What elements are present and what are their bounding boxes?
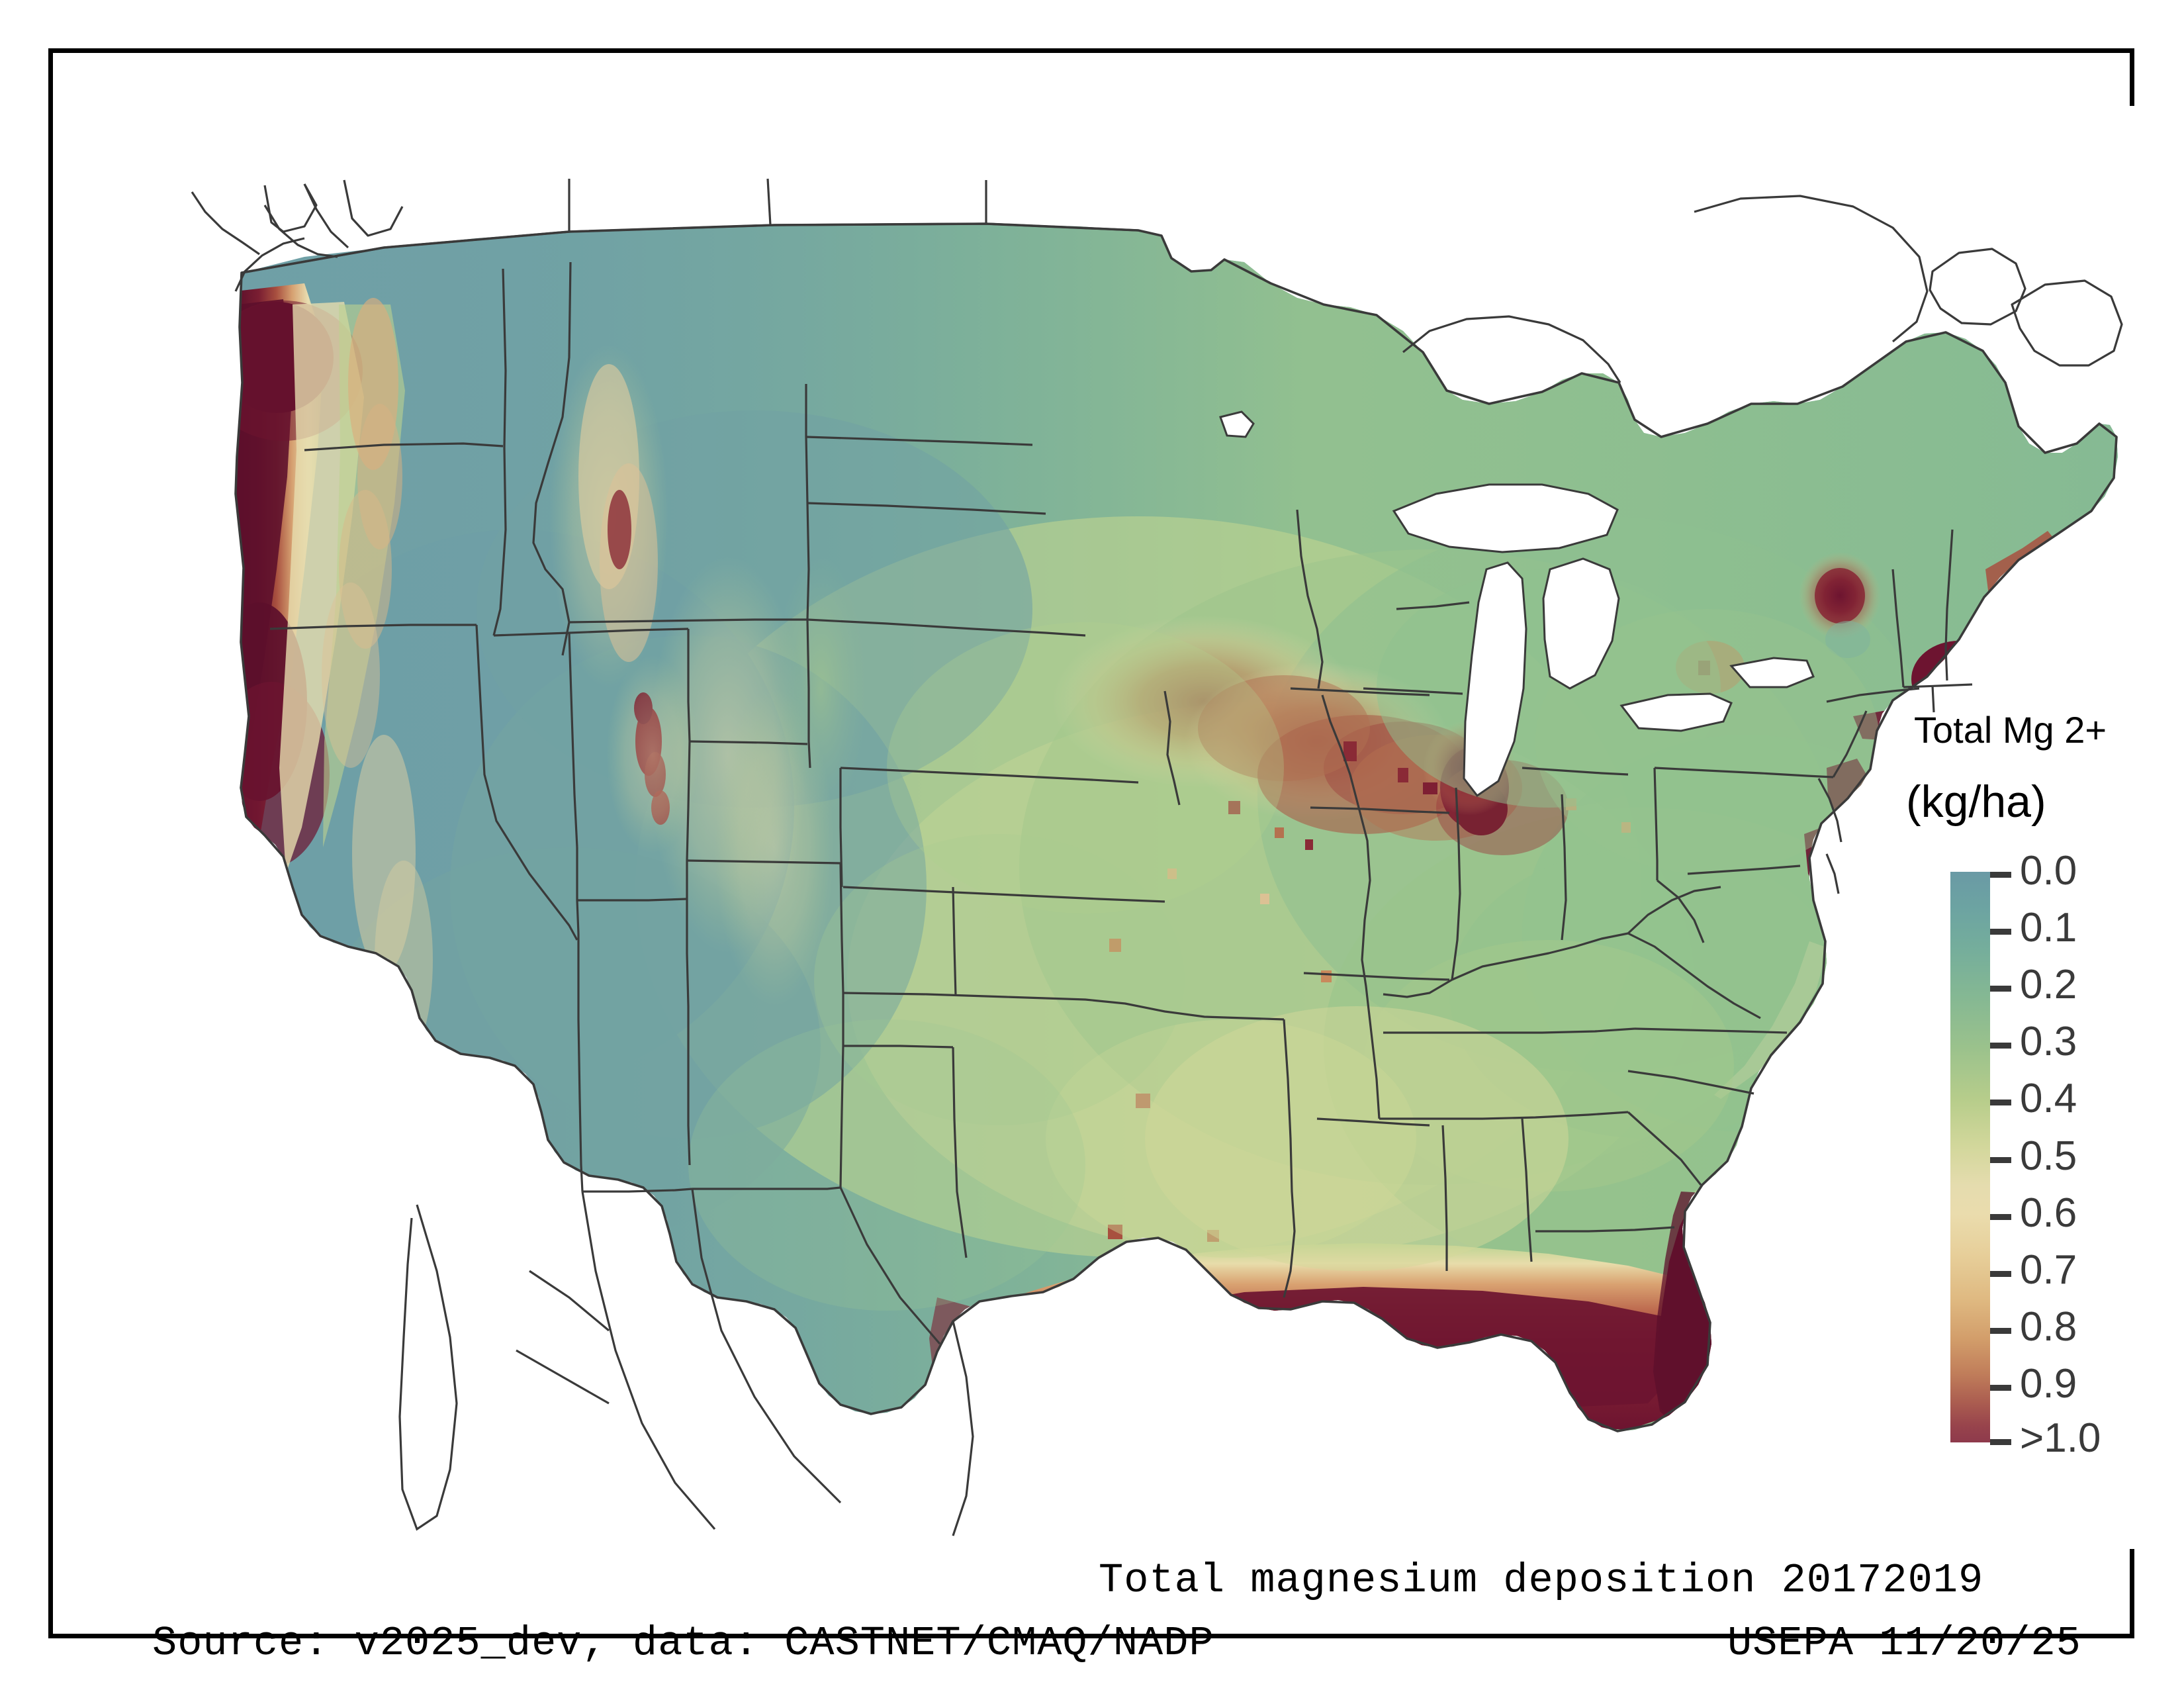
colorbar-tick (1990, 1157, 2011, 1163)
colorbar-tick (1990, 1439, 2011, 1445)
colorbar-tick (1990, 1214, 2011, 1220)
great-lakes (1219, 410, 1815, 798)
neighbor-country-outlines (191, 183, 974, 1536)
colorbar-tick-label: 0.4 (2020, 1076, 2077, 1121)
colorbar-tick-label: 0.9 (2020, 1361, 2077, 1407)
colorbar-tick-label: >1.0 (2020, 1415, 2101, 1461)
colorbar-tick (1990, 1385, 2011, 1391)
source-attribution: Source: v2025_dev, data: CASTNET/CMAQ/NA… (152, 1620, 1214, 1667)
legend: Total Mg 2+ (kg/ha) 0.0 0.1 0.2 0.3 0.4 … (1899, 708, 2177, 1529)
colorbar-tick (1990, 872, 2011, 878)
deposition-raster (236, 224, 2118, 1431)
figure-frame: Total Mg 2+ (kg/ha) 0.0 0.1 0.2 0.3 0.4 … (48, 48, 2183, 1667)
colorbar-tick (1990, 1100, 2011, 1105)
colorbar-tick (1990, 1328, 2011, 1334)
colorbar-tick-label: 0.0 (2020, 848, 2077, 894)
colorbar-tick-label: 0.8 (2020, 1304, 2077, 1350)
colorbar-tick-label: 0.1 (2020, 905, 2077, 951)
colorbar-tick-label: 0.3 (2020, 1019, 2077, 1064)
colorbar-tick (1990, 929, 2011, 935)
legend-title-variable: Total Mg 2+ (1914, 709, 2107, 751)
colorbar-tick-label: 0.5 (2020, 1133, 2077, 1179)
colorbar-gradient (1950, 872, 1990, 1442)
colorbar-tick (1990, 1043, 2011, 1049)
legend-title-units: (kg/ha) (1906, 776, 2046, 827)
colorbar-tick (1990, 986, 2011, 992)
map-title: Total magnesium deposition 20172019 (1099, 1557, 1984, 1604)
map-canvas (106, 106, 2183, 1549)
state-boundaries (234, 178, 2123, 1432)
colorbar-tick (1990, 1271, 2011, 1277)
deposition-map (106, 106, 2183, 1549)
colorbar-tick-label: 0.6 (2020, 1190, 2077, 1236)
colorbar-tick-label: 0.7 (2020, 1247, 2077, 1293)
colorbar-tick-label: 0.2 (2020, 962, 2077, 1008)
agency-datestamp: USEPA 11/20/25 (1727, 1620, 2081, 1667)
